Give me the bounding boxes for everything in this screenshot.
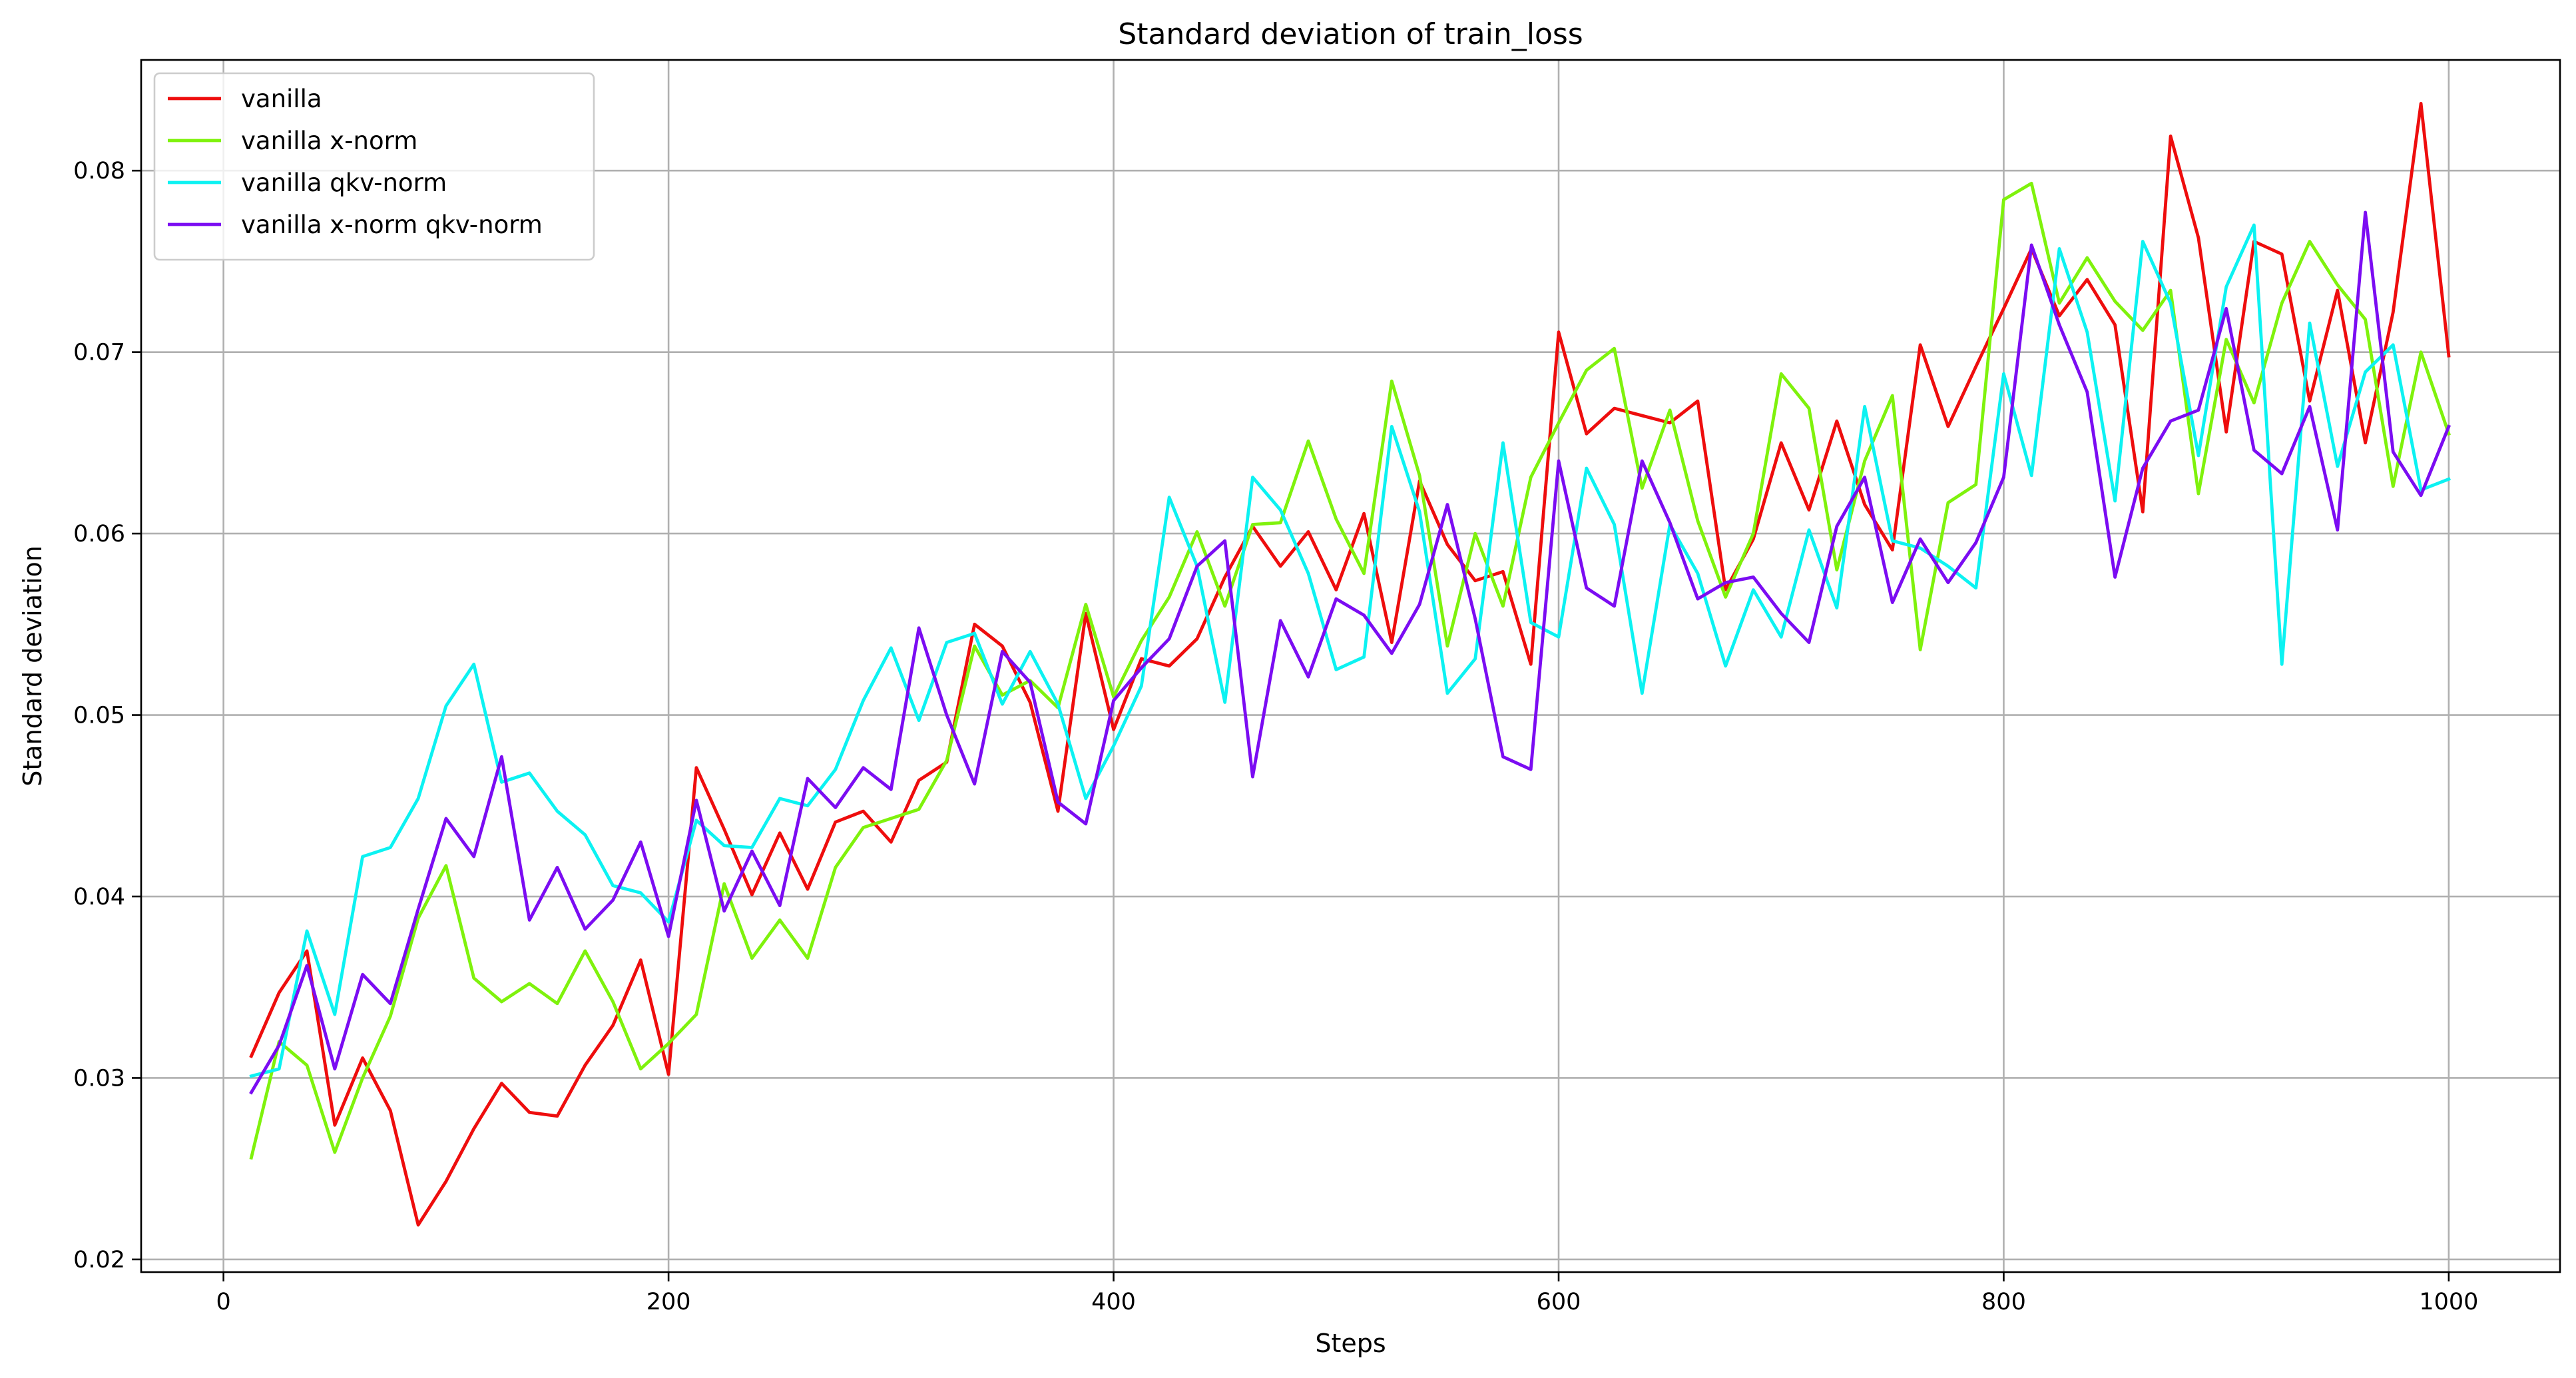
x-tick-label: 800 — [1981, 1289, 2026, 1315]
y-tick-label: 0.08 — [73, 158, 125, 184]
axes-frame — [140, 59, 2561, 1273]
y-tick-label: 0.07 — [73, 340, 125, 366]
x-tick-label: 1000 — [2419, 1289, 2478, 1315]
y-tick-label: 0.05 — [73, 703, 125, 729]
y-tick-label: 0.04 — [73, 884, 125, 910]
y-tick-label: 0.06 — [73, 521, 125, 547]
x-tick-label: 0 — [216, 1289, 231, 1315]
x-tick-label: 400 — [1091, 1289, 1136, 1315]
series-line-vanilla-x-norm-qkv-norm — [249, 210, 2451, 1095]
gridlines — [141, 60, 2560, 1272]
x-tick-label: 600 — [1537, 1289, 1581, 1315]
y-axis-label: Standard deviation — [18, 545, 47, 787]
legend: vanilla vanilla x-norm vanilla qkv-norm van… — [153, 72, 595, 261]
x-tick-label: 200 — [646, 1289, 691, 1315]
legend-label: vanilla x-norm — [241, 127, 417, 155]
chart-title: Standard deviation of train_loss — [1118, 17, 1583, 51]
series-line-vanilla-x-norm — [249, 181, 2451, 1160]
legend-label: vanilla — [241, 85, 322, 113]
y-tick-label: 0.02 — [73, 1247, 125, 1273]
x-axis-label: Steps — [1315, 1329, 1386, 1358]
legend-label: vanilla x-norm qkv-norm — [241, 210, 543, 239]
y-tick-label: 0.03 — [73, 1065, 125, 1092]
legend-frame — [153, 72, 595, 261]
legend-label: vanilla qkv-norm — [241, 169, 447, 197]
series-lines — [249, 101, 2451, 1227]
axis-ticks: 0 200 400 600 800 1000 0.02 0.03 0.04 0.05 0.06 0.0… — [73, 158, 2478, 1315]
